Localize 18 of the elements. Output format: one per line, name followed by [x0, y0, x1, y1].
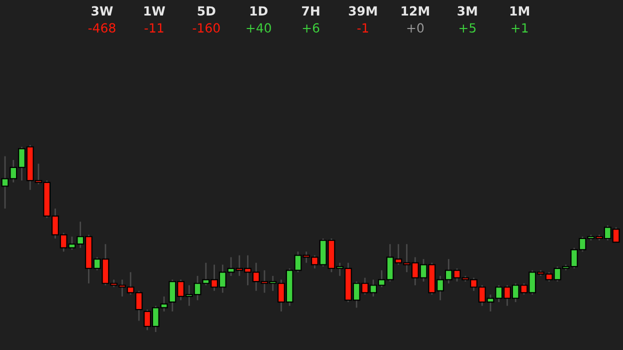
text: -11 [144, 23, 164, 32]
text: -1 [357, 23, 368, 32]
text: -160 [192, 23, 220, 33]
text: +6 [302, 23, 320, 33]
text: 1D [250, 6, 268, 16]
text: 1M [510, 6, 530, 16]
text: -468 [88, 23, 116, 33]
text: 12M [402, 6, 429, 16]
text: 7H [302, 6, 320, 16]
text: 3W [92, 6, 113, 16]
text: 5D [198, 6, 216, 16]
text: +40 [246, 23, 271, 33]
text: 3M [458, 6, 477, 16]
text: 39M [348, 6, 377, 16]
text: 1W [144, 6, 166, 16]
text: +0 [407, 23, 424, 33]
text: +1 [512, 23, 528, 32]
text: +5 [460, 23, 476, 33]
